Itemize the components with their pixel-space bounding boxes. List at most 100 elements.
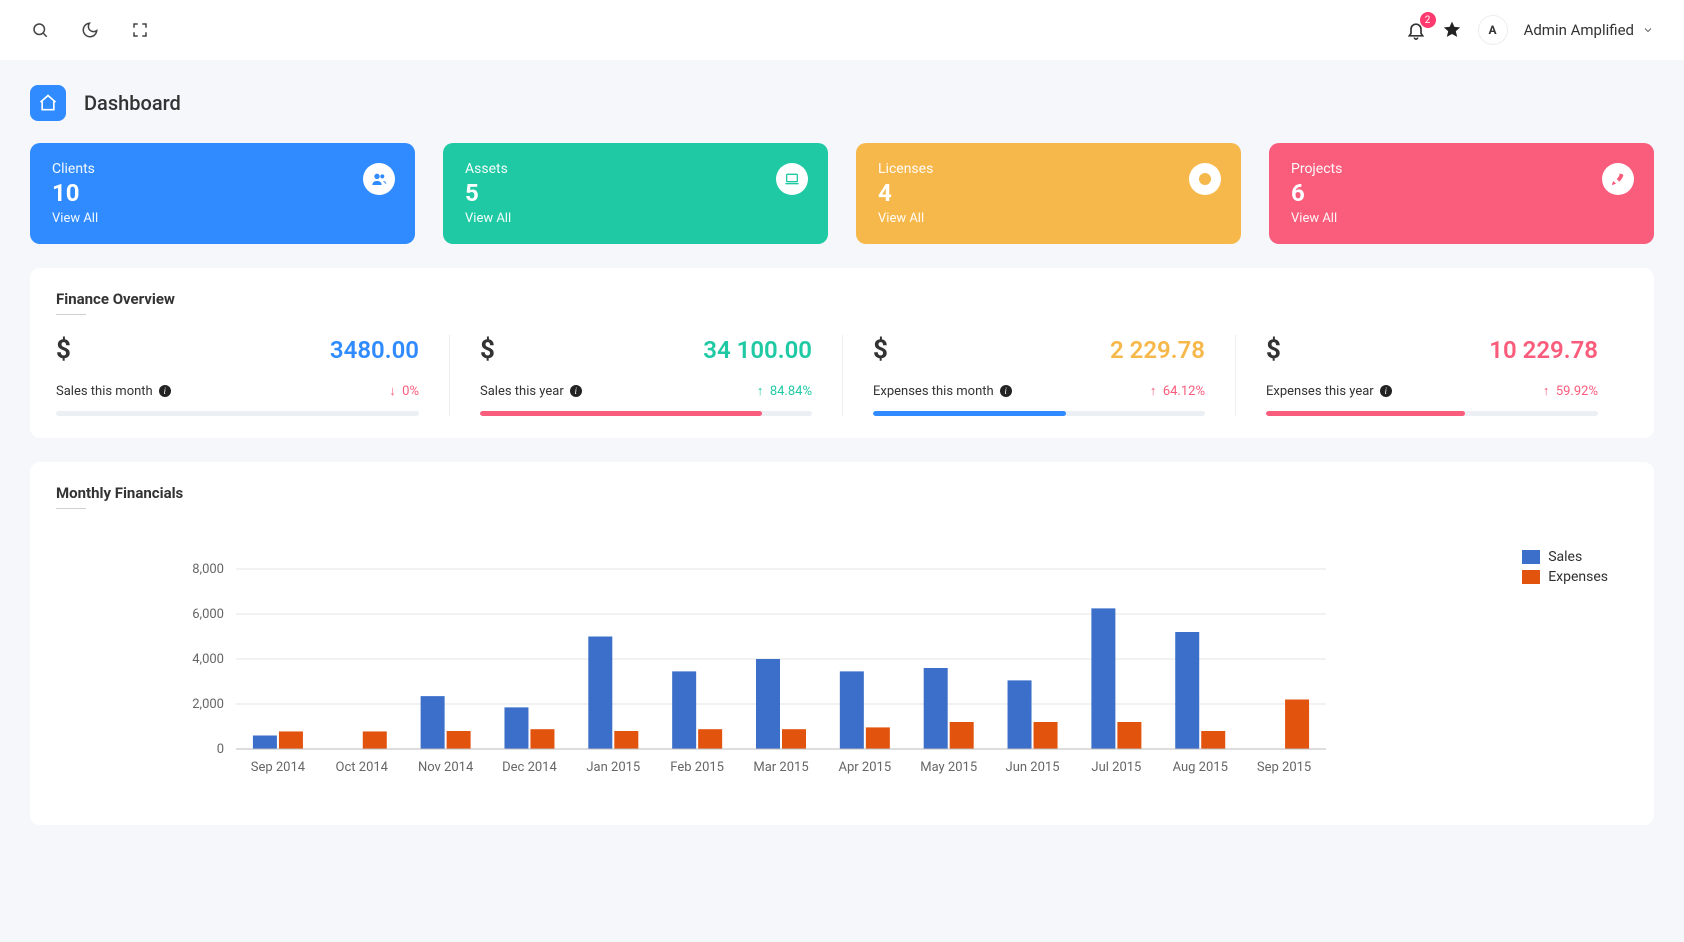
dark-mode-icon[interactable] <box>80 20 100 40</box>
finance-label: Sales this year i <box>480 384 582 399</box>
info-icon[interactable]: i <box>159 385 171 397</box>
finance-label: Expenses this year i <box>1266 384 1392 399</box>
stat-card-projects[interactable]: Projects 6 View All <box>1269 143 1654 244</box>
users-icon <box>363 163 395 195</box>
notifications-badge: 2 <box>1420 12 1436 28</box>
chart-legend: Sales Expenses <box>1522 549 1608 589</box>
stat-cards-row: Clients10View AllAssets5View AllLicenses… <box>30 143 1654 244</box>
stat-label: Clients <box>52 161 393 177</box>
finance-panel: Finance Overview $3480.00 Sales this mont… <box>30 268 1654 438</box>
legend-item[interactable]: Sales <box>1522 549 1608 565</box>
finance-grid: $3480.00 Sales this month i ↓ 0% $34 100.00… <box>56 335 1628 416</box>
divider <box>56 314 86 315</box>
main-content: Dashboard Clients 10 View All Assets 5 View A… <box>0 60 1684 874</box>
svg-text:Jun 2015: Jun 2015 <box>1006 760 1060 775</box>
progress-track <box>56 411 419 416</box>
svg-text:Dec 2014: Dec 2014 <box>502 760 557 775</box>
progress-fill <box>873 411 1066 416</box>
rocket-icon <box>1602 163 1634 195</box>
info-icon[interactable]: i <box>1380 385 1392 397</box>
legend-label: Expenses <box>1548 569 1608 585</box>
svg-text:Aug 2015: Aug 2015 <box>1173 760 1228 775</box>
stat-label: Projects <box>1291 161 1632 177</box>
monthly-financials-chart: 02,0004,0006,0008,000Sep 2014Oct 2014Nov… <box>56 529 1426 799</box>
svg-text:Feb 2015: Feb 2015 <box>670 760 724 775</box>
stat-card-clients[interactable]: Clients 10 View All <box>30 143 415 244</box>
dollar-icon: $ <box>873 335 888 365</box>
chart-panel: Monthly Financials 0 2,000 4,000 6,000 8,000… <box>30 462 1654 825</box>
finance-item: $34 100.00 Sales this year i ↑ 84.84% <box>449 335 842 416</box>
stat-value: 10 <box>52 179 393 207</box>
topbar: 2 A Admin Amplified <box>0 0 1684 60</box>
legend-item[interactable]: Expenses <box>1522 569 1608 585</box>
finance-item: $2 229.78 Expenses this month i ↑ 64.12% <box>842 335 1235 416</box>
stat-card-assets[interactable]: Assets 5 View All <box>443 143 828 244</box>
progress-fill <box>1266 411 1465 416</box>
finance-pct: ↑ 84.84% <box>757 383 812 399</box>
finance-title: Finance Overview <box>56 290 1628 308</box>
view-all-link[interactable]: View All <box>52 211 393 226</box>
search-icon[interactable] <box>30 20 50 40</box>
info-icon[interactable]: i <box>570 385 582 397</box>
progress-track <box>1266 411 1598 416</box>
progress-fill <box>480 411 762 416</box>
svg-text:8,000: 8,000 <box>192 562 224 577</box>
avatar[interactable]: A <box>1478 15 1508 45</box>
chart-title: Monthly Financials <box>56 484 1628 502</box>
stat-value: 5 <box>465 179 806 207</box>
svg-text:2,000: 2,000 <box>192 697 224 712</box>
dollar-icon: $ <box>480 335 495 365</box>
finance-pct: ↑ 64.12% <box>1150 383 1205 399</box>
fullscreen-icon[interactable] <box>130 20 150 40</box>
finance-pct: ↑ 59.92% <box>1543 383 1598 399</box>
finance-item: $3480.00 Sales this month i ↓ 0% <box>56 335 449 416</box>
chart-box: 02,0004,0006,0008,000Sep 2014Oct 2014Nov… <box>56 529 1628 803</box>
svg-text:Oct 2014: Oct 2014 <box>336 760 389 775</box>
view-all-link[interactable]: View All <box>1291 211 1632 226</box>
stat-card-licenses[interactable]: Licenses4View All <box>856 143 1241 244</box>
svg-text:Jul 2015: Jul 2015 <box>1091 760 1141 775</box>
home-icon <box>30 85 66 121</box>
finance-item: $10 229.78 Expenses this year i ↑ 59.92% <box>1235 335 1628 416</box>
svg-text:6,000: 6,000 <box>192 607 224 622</box>
favorites-icon[interactable] <box>1442 20 1462 40</box>
user-menu[interactable]: Admin Amplified <box>1524 21 1654 39</box>
finance-pct: ↓ 0% <box>389 383 419 399</box>
view-all-link[interactable]: View All <box>878 211 1219 226</box>
username-label: Admin Amplified <box>1524 21 1634 39</box>
topbar-right: 2 A Admin Amplified <box>1406 15 1654 45</box>
legend-swatch <box>1522 570 1540 584</box>
page-title: Dashboard <box>84 91 181 115</box>
page-header: Dashboard <box>30 85 1654 121</box>
svg-text:Mar 2015: Mar 2015 <box>753 760 808 775</box>
stat-label: Assets <box>465 161 806 177</box>
gear-icon <box>1189 163 1221 195</box>
divider <box>56 508 86 509</box>
finance-value: 10 229.78 <box>1489 336 1598 364</box>
svg-text:May 2015: May 2015 <box>920 760 977 775</box>
finance-label: Expenses this month i <box>873 384 1012 399</box>
finance-value: 2 229.78 <box>1110 336 1205 364</box>
svg-text:4,000: 4,000 <box>192 652 224 667</box>
svg-text:Jan 2015: Jan 2015 <box>586 760 640 775</box>
chevron-down-icon <box>1642 24 1654 36</box>
notifications-icon[interactable]: 2 <box>1406 20 1426 40</box>
finance-label: Sales this month i <box>56 384 171 399</box>
legend-label: Sales <box>1548 549 1582 565</box>
stat-label: Licenses <box>878 161 1219 177</box>
dollar-icon: $ <box>56 335 71 365</box>
view-all-link[interactable]: View All <box>465 211 806 226</box>
legend-swatch <box>1522 550 1540 564</box>
finance-value: 3480.00 <box>330 336 419 364</box>
finance-value: 34 100.00 <box>703 336 812 364</box>
dollar-icon: $ <box>1266 335 1281 365</box>
svg-text:Sep 2015: Sep 2015 <box>1257 760 1311 775</box>
stat-value: 6 <box>1291 179 1632 207</box>
info-icon[interactable]: i <box>1000 385 1012 397</box>
progress-track <box>873 411 1205 416</box>
svg-text:Nov 2014: Nov 2014 <box>418 760 474 775</box>
progress-track <box>480 411 812 416</box>
laptop-icon <box>776 163 808 195</box>
svg-text:0: 0 <box>217 742 224 757</box>
topbar-left <box>30 20 150 40</box>
